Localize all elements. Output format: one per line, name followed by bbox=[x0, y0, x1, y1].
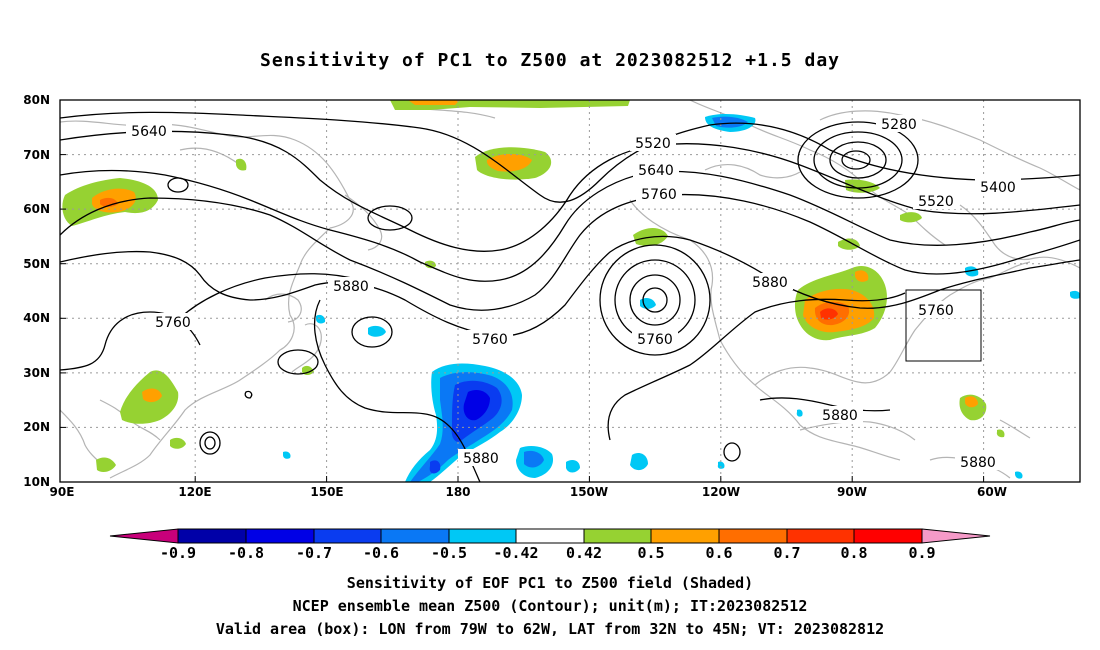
lat-label: 70N bbox=[23, 148, 50, 162]
lat-label: 80N bbox=[23, 93, 50, 107]
contour-label: 5520 bbox=[630, 134, 676, 152]
colorbar-label: -0.9 bbox=[160, 544, 196, 562]
svg-text:5880: 5880 bbox=[752, 275, 788, 291]
grid-lines bbox=[60, 100, 1080, 482]
colorbar-label: 0.9 bbox=[908, 544, 935, 562]
svg-text:5640: 5640 bbox=[131, 124, 167, 140]
contour-label: 5880 bbox=[458, 449, 504, 467]
colorbar-low-arrow bbox=[109, 528, 179, 544]
lon-label: 180 bbox=[445, 485, 470, 499]
sensitivity-shading bbox=[62, 100, 1080, 482]
lon-label: 150E bbox=[310, 485, 343, 499]
svg-text:5640: 5640 bbox=[638, 163, 674, 179]
svg-text:5520: 5520 bbox=[635, 136, 671, 152]
contour-label: 5640 bbox=[633, 161, 679, 179]
colorbar-label: 0.7 bbox=[773, 544, 800, 562]
contour-label: 5880 bbox=[747, 273, 793, 291]
colorbar-label: -0.8 bbox=[228, 544, 264, 562]
svg-text:5880: 5880 bbox=[463, 451, 499, 467]
svg-text:5880: 5880 bbox=[960, 455, 996, 471]
colorbar-label: -0.5 bbox=[431, 544, 467, 562]
caption-line-2: NCEP ensemble mean Z500 (Contour); unit(… bbox=[292, 597, 808, 615]
svg-text:5880: 5880 bbox=[333, 279, 369, 295]
contour-labels: 5640 5520 5280 5640 5760 5400 5520 5880 bbox=[126, 115, 1021, 471]
lat-label: 50N bbox=[23, 257, 50, 271]
lat-label: 60N bbox=[23, 202, 50, 216]
contour-label: 5760 bbox=[467, 330, 513, 348]
caption-line-3: Valid area (box): LON from 79W to 62W, L… bbox=[215, 620, 885, 638]
plot-frame bbox=[59, 99, 1081, 483]
contour-label: 5640 bbox=[126, 122, 172, 140]
colorbar-label: -0.6 bbox=[363, 544, 399, 562]
lat-label: 40N bbox=[23, 311, 50, 325]
lat-label: 30N bbox=[23, 366, 50, 380]
contour-label: 5760 bbox=[636, 185, 682, 203]
contour-label: 5760 bbox=[632, 330, 678, 348]
colorbar bbox=[109, 528, 991, 544]
colorbar-label: 0.6 bbox=[705, 544, 732, 562]
contour-label: 5520 bbox=[913, 192, 959, 210]
contour-label: 5760 bbox=[913, 301, 959, 319]
longitude-labels: 90E 120E 150E 180 150W 120W 90W 60W bbox=[50, 485, 1007, 499]
svg-text:5760: 5760 bbox=[918, 303, 954, 319]
colorbar-label: 0.8 bbox=[840, 544, 867, 562]
axis-ticks bbox=[60, 99, 985, 482]
plot-area bbox=[60, 100, 1080, 482]
lon-label: 120W bbox=[702, 485, 740, 499]
svg-text:5880: 5880 bbox=[822, 408, 858, 424]
contour-label: 5880 bbox=[328, 277, 374, 295]
svg-text:5400: 5400 bbox=[980, 180, 1016, 196]
contour-label: 5280 bbox=[876, 115, 922, 133]
colorbar-label: -0.7 bbox=[296, 544, 332, 562]
contour-label: 5760 bbox=[150, 313, 196, 331]
lon-label: 150W bbox=[570, 485, 608, 499]
lon-label: 60W bbox=[977, 485, 1007, 499]
latitude-labels: 80N 70N 60N 50N 40N 30N 20N 10N bbox=[23, 93, 50, 489]
contour-label: 5400 bbox=[975, 178, 1021, 196]
chart-title: Sensitivity of PC1 to Z500 at 2023082512… bbox=[259, 50, 840, 71]
lon-label: 90E bbox=[50, 485, 75, 499]
svg-text:5760: 5760 bbox=[155, 315, 191, 331]
colorbar-label: -0.42 bbox=[493, 544, 538, 562]
colorbar-labels: -0.9 -0.8 -0.7 -0.6 -0.5 -0.42 0.42 0.5 … bbox=[160, 544, 936, 562]
colorbar-label: 0.42 bbox=[566, 544, 602, 562]
colorbar-high-arrow bbox=[921, 528, 991, 544]
lat-label: 20N bbox=[23, 420, 50, 434]
lon-label: 120E bbox=[178, 485, 211, 499]
svg-text:5760: 5760 bbox=[472, 332, 508, 348]
svg-text:5760: 5760 bbox=[637, 332, 673, 348]
svg-text:5760: 5760 bbox=[641, 187, 677, 203]
z500-contours bbox=[60, 111, 1080, 482]
caption-line-1: Sensitivity of EOF PC1 to Z500 field (Sh… bbox=[346, 574, 754, 592]
contour-label: 5880 bbox=[817, 406, 863, 424]
contour-label: 5880 bbox=[955, 453, 1001, 471]
colorbar-label: 0.5 bbox=[637, 544, 664, 562]
valid-area-box bbox=[905, 289, 982, 362]
lon-label: 90W bbox=[837, 485, 867, 499]
lat-label: 10N bbox=[23, 475, 50, 489]
svg-text:5520: 5520 bbox=[918, 194, 954, 210]
svg-text:5280: 5280 bbox=[881, 117, 917, 133]
